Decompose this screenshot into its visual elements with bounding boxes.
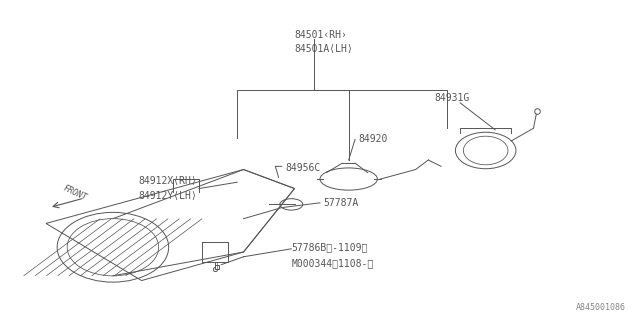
Text: 84501‹RH›: 84501‹RH›	[294, 30, 348, 40]
Text: 84912X⟨RH⟩: 84912X⟨RH⟩	[138, 176, 197, 186]
Text: 84501A⟨LH⟩: 84501A⟨LH⟩	[294, 44, 353, 54]
Text: FRONT: FRONT	[61, 184, 88, 203]
Text: 84956C: 84956C	[285, 163, 320, 173]
Text: 84931G: 84931G	[435, 93, 470, 103]
Text: M000344（1108-）: M000344（1108-）	[291, 258, 374, 268]
Text: A845001086: A845001086	[576, 303, 626, 312]
Text: 84912Y⟨LH⟩: 84912Y⟨LH⟩	[138, 191, 197, 202]
Text: 84920: 84920	[358, 134, 388, 144]
Text: 57786B（-1109）: 57786B（-1109）	[291, 242, 368, 252]
Text: 57787A: 57787A	[323, 198, 358, 208]
